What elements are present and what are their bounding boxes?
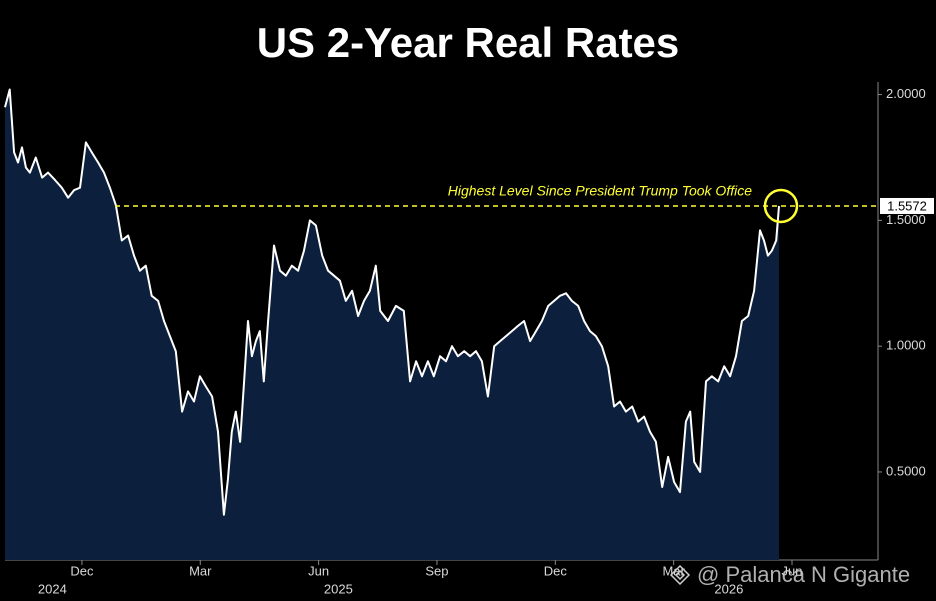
- x-tick-label: Mar: [189, 563, 212, 578]
- area: [5, 89, 779, 560]
- x-year-label: 2024: [38, 581, 67, 596]
- y-tick-label: 1.5000: [886, 212, 926, 227]
- x-year-label: 2026: [714, 581, 743, 596]
- y-tick-label: 2.0000: [886, 86, 926, 101]
- reference-label: Highest Level Since President Trump Took…: [448, 183, 752, 199]
- x-year-label: 2025: [324, 581, 353, 596]
- x-tick-label: Dec: [544, 563, 568, 578]
- value-box: [880, 197, 934, 214]
- y-tick-label: 1.0000: [886, 338, 926, 353]
- x-tick-label: Jun: [308, 563, 329, 578]
- x-tick-label: Dec: [70, 563, 94, 578]
- line: [4, 88, 780, 516]
- value-box-label: 1.5572: [887, 198, 927, 213]
- watermark: @ Palanca N Gigante: [697, 562, 910, 587]
- highlight-circle: [763, 188, 799, 224]
- x-tick-label: Sep: [425, 563, 448, 578]
- chart-title: US 2-Year Real Rates: [257, 19, 680, 66]
- watermark-icon: [669, 564, 691, 586]
- x-tick-label: Jun: [782, 563, 803, 578]
- y-tick-label: 0.5000: [886, 463, 926, 478]
